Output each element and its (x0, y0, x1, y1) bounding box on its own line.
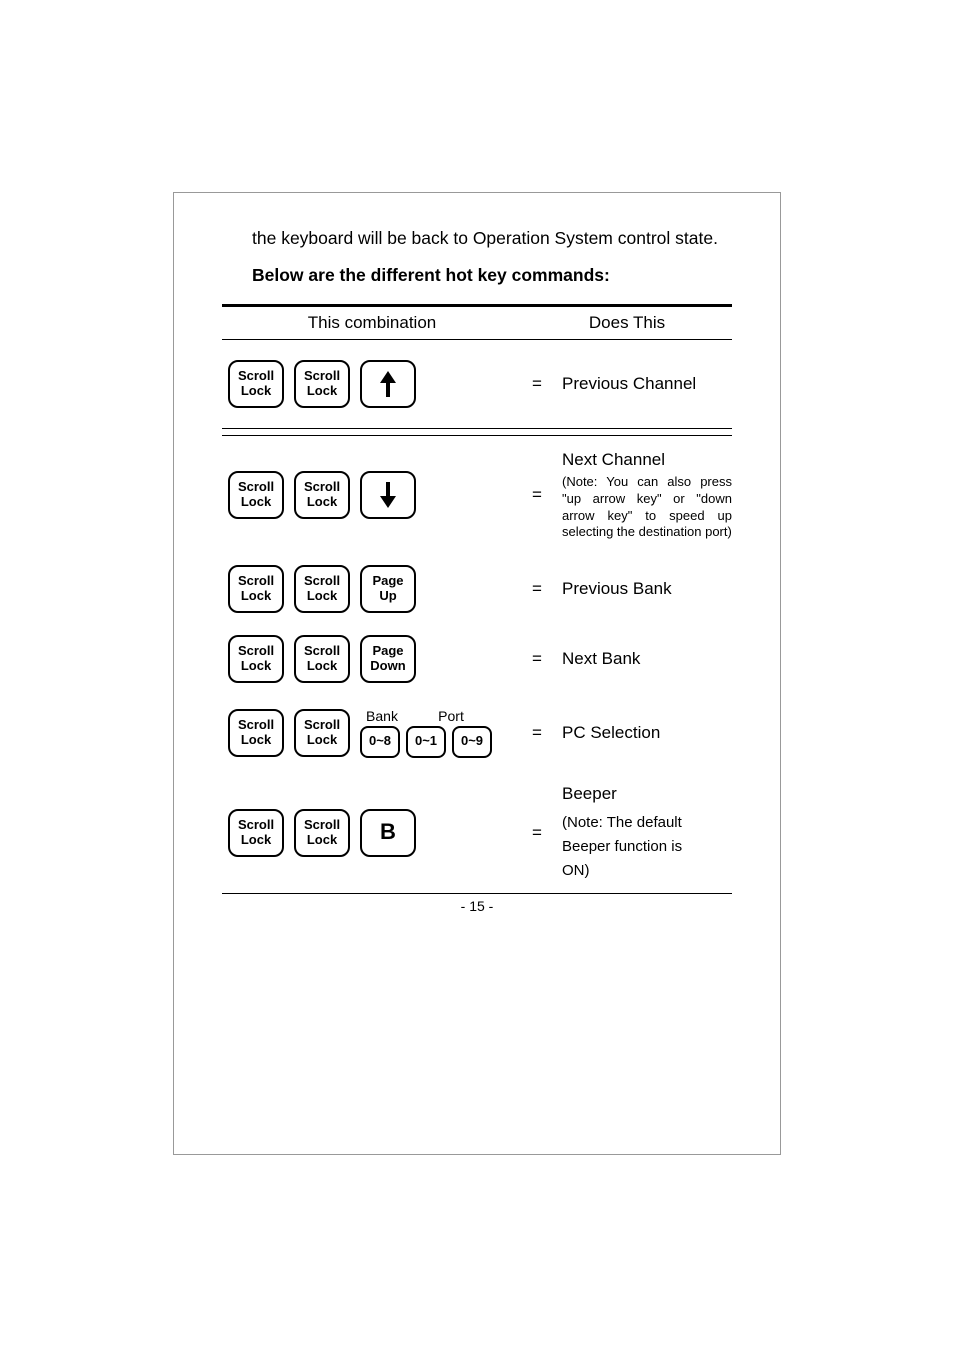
combo-beeper: Scroll Lock Scroll Lock B (222, 809, 522, 857)
key-label: Lock (241, 659, 271, 673)
equals-sign: = (522, 374, 552, 394)
key-label: Scroll (304, 369, 340, 383)
up-arrow-key (360, 360, 416, 408)
scroll-lock-key: Scroll Lock (294, 709, 350, 757)
scroll-lock-key: Scroll Lock (228, 360, 284, 408)
scroll-lock-key: Scroll Lock (228, 809, 284, 857)
key-label: Scroll (304, 574, 340, 588)
scroll-lock-key: Scroll Lock (228, 471, 284, 519)
result-pc-selection: PC Selection (552, 721, 732, 745)
key-label: Lock (307, 833, 337, 847)
key-label: Scroll (304, 480, 340, 494)
row-previous-bank: Scroll Lock Scroll Lock Page Up = Previo… (222, 554, 732, 624)
table-header-row: This combination Does This (222, 307, 732, 339)
key-label: Lock (307, 589, 337, 603)
equals-sign: = (522, 579, 552, 599)
key-label: Lock (241, 495, 271, 509)
note-line: (Note: The default (562, 814, 682, 831)
down-arrow-key (360, 471, 416, 519)
note-line: ON) (562, 862, 590, 879)
bank-key-0-8: 0~8 (360, 726, 400, 758)
key-label: Lock (307, 495, 337, 509)
row-next-bank: Scroll Lock Scroll Lock Page Down = Next… (222, 624, 732, 694)
scroll-lock-key: Scroll Lock (294, 635, 350, 683)
equals-sign: = (522, 823, 552, 843)
scroll-lock-key: Scroll Lock (228, 635, 284, 683)
key-label: Page (372, 574, 403, 588)
scroll-lock-key: Scroll Lock (228, 565, 284, 613)
page-up-key: Page Up (360, 565, 416, 613)
combo-next-bank: Scroll Lock Scroll Lock Page Down (222, 635, 522, 683)
result-note: (Note: The default Beeper function is ON… (562, 811, 732, 883)
intro-paragraph: the keyboard will be back to Operation S… (252, 227, 732, 251)
down-arrow-icon (376, 480, 400, 510)
row-previous-channel: Scroll Lock Scroll Lock = Previous Chann… (222, 340, 732, 428)
section-heading: Below are the different hot key commands… (252, 265, 732, 286)
key-label: Lock (307, 384, 337, 398)
scroll-lock-key: Scroll Lock (294, 565, 350, 613)
key-label: Scroll (304, 818, 340, 832)
equals-sign: = (522, 723, 552, 743)
key-label: Scroll (304, 644, 340, 658)
header-combination: This combination (222, 313, 522, 333)
row-beeper: Scroll Lock Scroll Lock B = Beeper (Note… (222, 772, 732, 894)
port-key-0-9: 0~9 (452, 726, 492, 758)
bank-port-labels: Bank Port (360, 708, 492, 724)
row-pc-selection: Scroll Lock Scroll Lock Bank Port 0~8 0~… (222, 694, 732, 772)
note-line: Beeper function is (562, 838, 682, 855)
key-label: Scroll (304, 718, 340, 732)
row-separator (222, 428, 732, 429)
page-frame: the keyboard will be back to Operation S… (173, 192, 781, 1155)
key-label: Lock (241, 833, 271, 847)
result-title: Next Channel (562, 450, 665, 469)
page-down-key: Page Down (360, 635, 416, 683)
bank-port-keys: 0~8 0~1 0~9 (360, 726, 492, 758)
port-label: Port (410, 708, 492, 724)
scroll-lock-key: Scroll Lock (228, 709, 284, 757)
bank-port-group: Bank Port 0~8 0~1 0~9 (360, 708, 492, 758)
key-label: Up (379, 589, 396, 603)
key-label: Scroll (238, 480, 274, 494)
key-label: Lock (241, 384, 271, 398)
row-next-channel: Scroll Lock Scroll Lock = Next Channel (… (222, 436, 732, 554)
result-next-bank: Next Bank (552, 647, 732, 671)
scroll-lock-key: Scroll Lock (294, 809, 350, 857)
result-title: Beeper (562, 784, 617, 803)
port-key-0-1: 0~1 (406, 726, 446, 758)
page-number: - 15 - (222, 898, 732, 914)
combo-pc-selection: Scroll Lock Scroll Lock Bank Port 0~8 0~… (222, 708, 522, 758)
combo-prev-channel: Scroll Lock Scroll Lock (222, 360, 522, 408)
result-prev-bank: Previous Bank (552, 577, 732, 601)
b-key: B (360, 809, 416, 857)
key-label: Scroll (238, 369, 274, 383)
key-label: Lock (241, 589, 271, 603)
key-label: Scroll (238, 718, 274, 732)
up-arrow-icon (376, 369, 400, 399)
result-note: (Note: You can also press "up arrow key"… (562, 474, 732, 542)
key-label: Scroll (238, 818, 274, 832)
combo-next-channel: Scroll Lock Scroll Lock (222, 471, 522, 519)
key-label: Lock (241, 733, 271, 747)
scroll-lock-key: Scroll Lock (294, 360, 350, 408)
key-label: Page (372, 644, 403, 658)
header-does-this: Does This (522, 313, 732, 333)
key-label: Lock (307, 733, 337, 747)
combo-prev-bank: Scroll Lock Scroll Lock Page Up (222, 565, 522, 613)
key-label: Lock (307, 659, 337, 673)
key-label: Down (370, 659, 405, 673)
key-label: Scroll (238, 574, 274, 588)
key-label: Scroll (238, 644, 274, 658)
bank-label: Bank (362, 708, 402, 724)
equals-sign: = (522, 649, 552, 669)
result-beeper: Beeper (Note: The default Beeper functio… (552, 782, 732, 884)
result-prev-channel: Previous Channel (552, 372, 732, 396)
equals-sign: = (522, 485, 552, 505)
table-bottom-rule (222, 893, 732, 894)
result-next-channel: Next Channel (Note: You can also press "… (552, 448, 732, 541)
scroll-lock-key: Scroll Lock (294, 471, 350, 519)
